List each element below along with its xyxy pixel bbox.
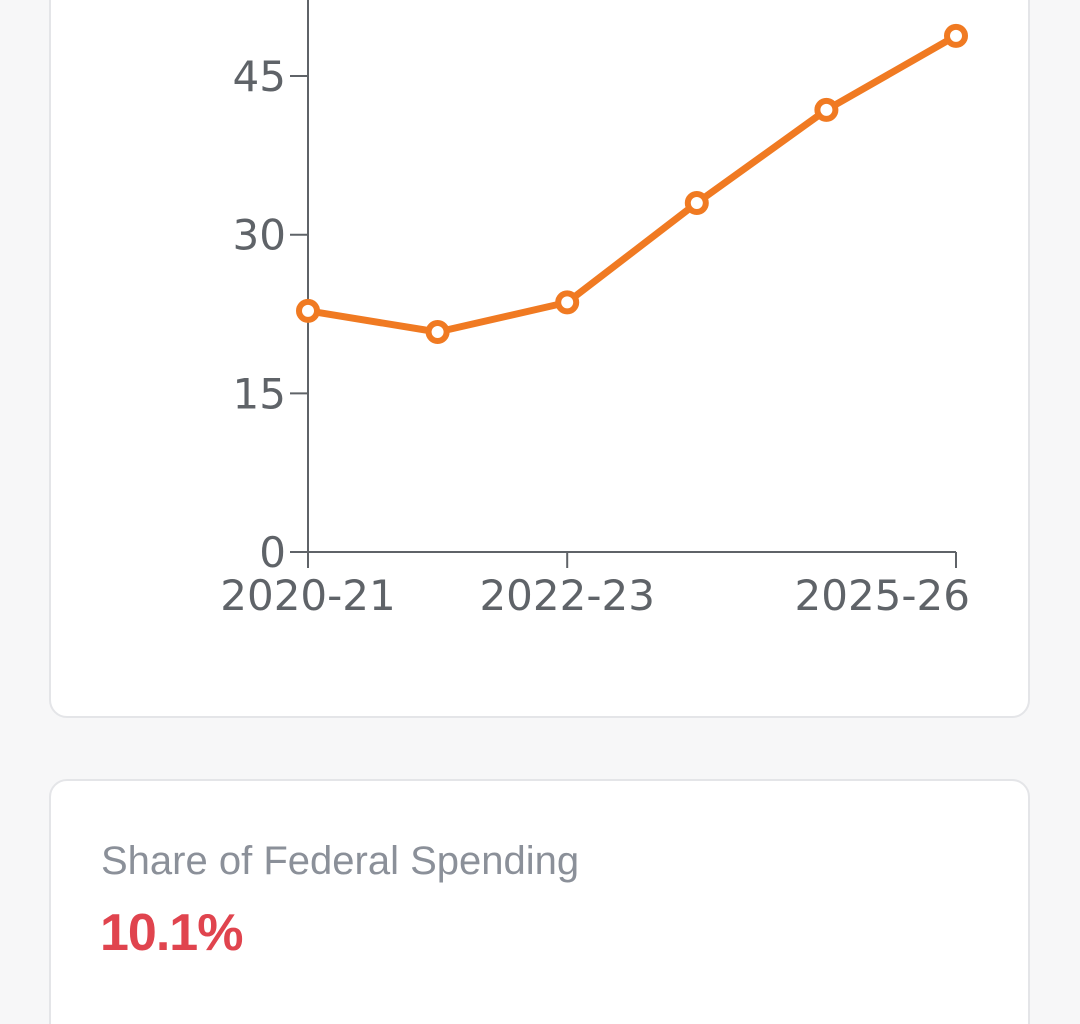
data-point bbox=[555, 290, 580, 315]
data-point bbox=[296, 298, 320, 323]
y-axis-ticks: 0 15 30 45 bbox=[233, 52, 308, 577]
series-line bbox=[304, 32, 960, 336]
data-point bbox=[814, 97, 839, 122]
x-axis-ticks: 2020-21 2022-23 2025-26 bbox=[220, 552, 970, 620]
share-of-federal-spending-card: Share of Federal Spending 10.1% bbox=[49, 779, 1030, 1024]
y-tick-label: 15 bbox=[233, 369, 286, 418]
y-tick-label: 45 bbox=[233, 52, 286, 101]
chart-series bbox=[296, 23, 968, 344]
chart-card: 0 15 30 45 2020-21 2022-23 2025-26 bbox=[49, 0, 1030, 718]
x-tick-label: 2020-21 bbox=[220, 571, 396, 620]
stat-value: 10.1% bbox=[100, 904, 243, 962]
data-point bbox=[944, 23, 968, 48]
x-tick-label: 2022-23 bbox=[479, 571, 655, 620]
data-point bbox=[684, 190, 709, 215]
line-chart: 0 15 30 45 2020-21 2022-23 2025-26 bbox=[220, 0, 970, 620]
data-point bbox=[425, 320, 450, 344]
stat-label: Share of Federal Spending bbox=[101, 839, 580, 883]
y-tick-label: 30 bbox=[233, 211, 286, 260]
x-tick-label: 2025-26 bbox=[795, 571, 971, 620]
chart-axes bbox=[307, 0, 956, 553]
y-tick-label: 0 bbox=[259, 528, 286, 577]
